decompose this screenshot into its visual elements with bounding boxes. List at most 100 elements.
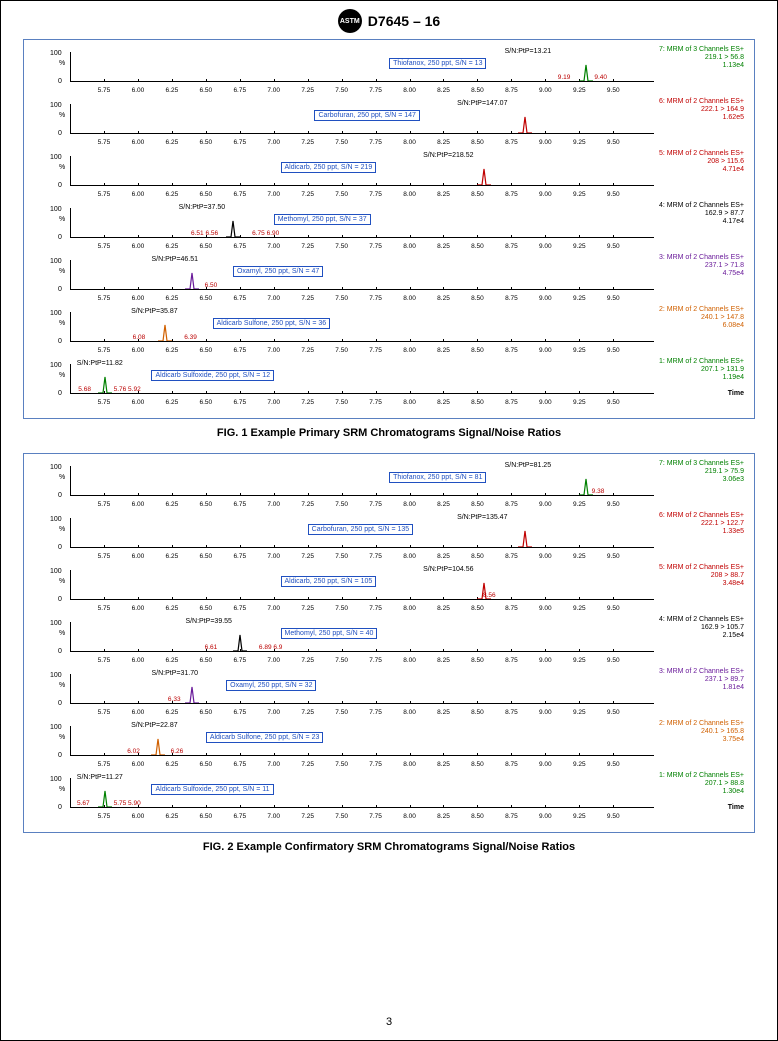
x-tick-label: 8.00 [403, 501, 416, 508]
x-tick-label: 8.00 [403, 347, 416, 354]
x-tick-label: 8.50 [471, 139, 484, 146]
x-tick-label: 9.25 [573, 605, 586, 612]
figure-1-box: 100%05.756.006.256.506.757.007.257.507.7… [23, 39, 755, 419]
x-tick-label: 7.50 [335, 295, 348, 302]
y-label-0: 0 [58, 700, 62, 707]
x-tick-label: 6.50 [199, 139, 212, 146]
sn-ratio-label: S/N:PtP=147.07 [457, 100, 507, 107]
x-tick-label: 9.25 [573, 87, 586, 94]
channel-info-label: 3.75e4 [723, 736, 744, 744]
x-tick-label: 8.25 [437, 553, 450, 560]
compound-annotation: Aldicarb Sulfoxide, 250 ppt, S/N = 12 [151, 370, 274, 381]
x-tick-label: 9.50 [607, 553, 620, 560]
x-tick-label: 7.25 [301, 139, 314, 146]
chromatogram-strip: 100%05.756.006.256.506.757.007.257.507.7… [54, 100, 744, 148]
y-label-0: 0 [58, 752, 62, 759]
x-tick-label: 8.25 [437, 191, 450, 198]
x-tick-label: 6.25 [166, 813, 179, 820]
y-label-pct: % [59, 372, 65, 379]
peak-time-label: 9.38 [592, 488, 605, 495]
x-tick-label: 7.25 [301, 709, 314, 716]
x-tick-label: 7.00 [267, 709, 280, 716]
channel-info-label: 1.13e4 [723, 62, 744, 70]
x-tick-label: 8.00 [403, 553, 416, 560]
channel-info-label: 1.81e4 [723, 684, 744, 692]
x-tick-label: 7.50 [335, 87, 348, 94]
x-tick-label: 6.25 [166, 139, 179, 146]
compound-annotation: Methomyl, 250 ppt, S/N = 40 [281, 628, 378, 639]
y-label-100: 100 [50, 464, 62, 471]
sn-ratio-label: S/N:PtP=218.52 [423, 152, 473, 159]
x-tick-label: 9.00 [539, 605, 552, 612]
compound-annotation: Oxamyl, 250 ppt, S/N = 32 [226, 680, 316, 691]
x-tick-label: 7.50 [335, 139, 348, 146]
x-tick-label: 5.75 [98, 553, 111, 560]
x-tick-label: 8.75 [505, 553, 518, 560]
x-tick-label: 7.75 [369, 813, 382, 820]
x-tick-label: 7.25 [301, 295, 314, 302]
x-tick-label: 5.75 [98, 761, 111, 768]
x-tick-label: 6.00 [132, 243, 145, 250]
x-tick-label: 8.00 [403, 243, 416, 250]
x-tick-label: 7.25 [301, 191, 314, 198]
y-label-100: 100 [50, 568, 62, 575]
peak-time-label: 5.67 [77, 800, 90, 807]
astm-logo: ASTM [338, 9, 362, 33]
peak-time-label: 9.40 [594, 74, 607, 81]
x-tick-label: 7.75 [369, 347, 382, 354]
x-tick-label: 8.75 [505, 399, 518, 406]
document-title: D7645 – 16 [368, 13, 440, 29]
x-tick-label: 8.00 [403, 295, 416, 302]
peak-time-label: 6.75 6.90 [252, 230, 279, 237]
x-tick-label: 8.50 [471, 347, 484, 354]
x-tick-label: 6.75 [233, 243, 246, 250]
x-tick-label: 9.00 [539, 553, 552, 560]
x-tick-label: 7.00 [267, 553, 280, 560]
sn-ratio-label: S/N:PtP=22.87 [131, 722, 178, 729]
y-label-0: 0 [58, 596, 62, 603]
x-tick-label: 7.25 [301, 501, 314, 508]
peak-time-label: 6.51 6.56 [191, 230, 218, 237]
x-tick-label: 9.50 [607, 657, 620, 664]
sn-ratio-label: S/N:PtP=35.87 [131, 308, 178, 315]
y-label-0: 0 [58, 182, 62, 189]
compound-annotation: Aldicarb Sulfone, 250 ppt, S/N = 36 [213, 318, 331, 329]
x-tick-label: 7.00 [267, 347, 280, 354]
chromatogram-peak [233, 633, 247, 651]
x-tick-label: 7.50 [335, 813, 348, 820]
channel-info-label: 3: MRM of 2 Channels ES+ [659, 254, 744, 262]
channel-info-label: 4.75e4 [723, 270, 744, 278]
x-tick-label: 9.25 [573, 501, 586, 508]
chromatogram-strip: 100%05.756.006.256.506.757.007.257.507.7… [54, 152, 744, 200]
y-label-0: 0 [58, 234, 62, 241]
y-label-pct: % [59, 320, 65, 327]
x-tick-label: 8.25 [437, 87, 450, 94]
x-tick-label: 7.25 [301, 87, 314, 94]
channel-info-label: 7: MRM of 3 Channels ES+ [659, 46, 744, 54]
x-tick-label: 9.25 [573, 709, 586, 716]
peak-time-label: 6.39 [184, 334, 197, 341]
channel-info-label: 1.33e5 [723, 528, 744, 536]
x-tick-label: 6.50 [199, 191, 212, 198]
x-tick-label: 9.00 [539, 243, 552, 250]
y-label-100: 100 [50, 516, 62, 523]
x-tick-label: 6.25 [166, 347, 179, 354]
x-tick-label: 7.75 [369, 139, 382, 146]
channel-info-label: 240.1 > 147.8 [701, 314, 744, 322]
x-tick-label: 6.75 [233, 605, 246, 612]
channel-info-label: 2: MRM of 2 Channels ES+ [659, 720, 744, 728]
x-tick-label: 7.75 [369, 501, 382, 508]
x-tick-label: 6.25 [166, 295, 179, 302]
x-tick-label: 5.75 [98, 347, 111, 354]
y-label-100: 100 [50, 672, 62, 679]
chromatogram-peak [98, 375, 112, 393]
y-label-pct: % [59, 630, 65, 637]
chromatogram-peak [518, 529, 532, 547]
x-tick-label: 8.50 [471, 295, 484, 302]
chromatogram-strip: 100%05.756.006.256.506.757.007.257.507.7… [54, 308, 744, 356]
x-tick-label: 9.25 [573, 813, 586, 820]
x-tick-label: 6.00 [132, 501, 145, 508]
x-tick-label: 8.25 [437, 347, 450, 354]
page-number: 3 [23, 1016, 755, 1028]
x-tick-label: 7.25 [301, 813, 314, 820]
